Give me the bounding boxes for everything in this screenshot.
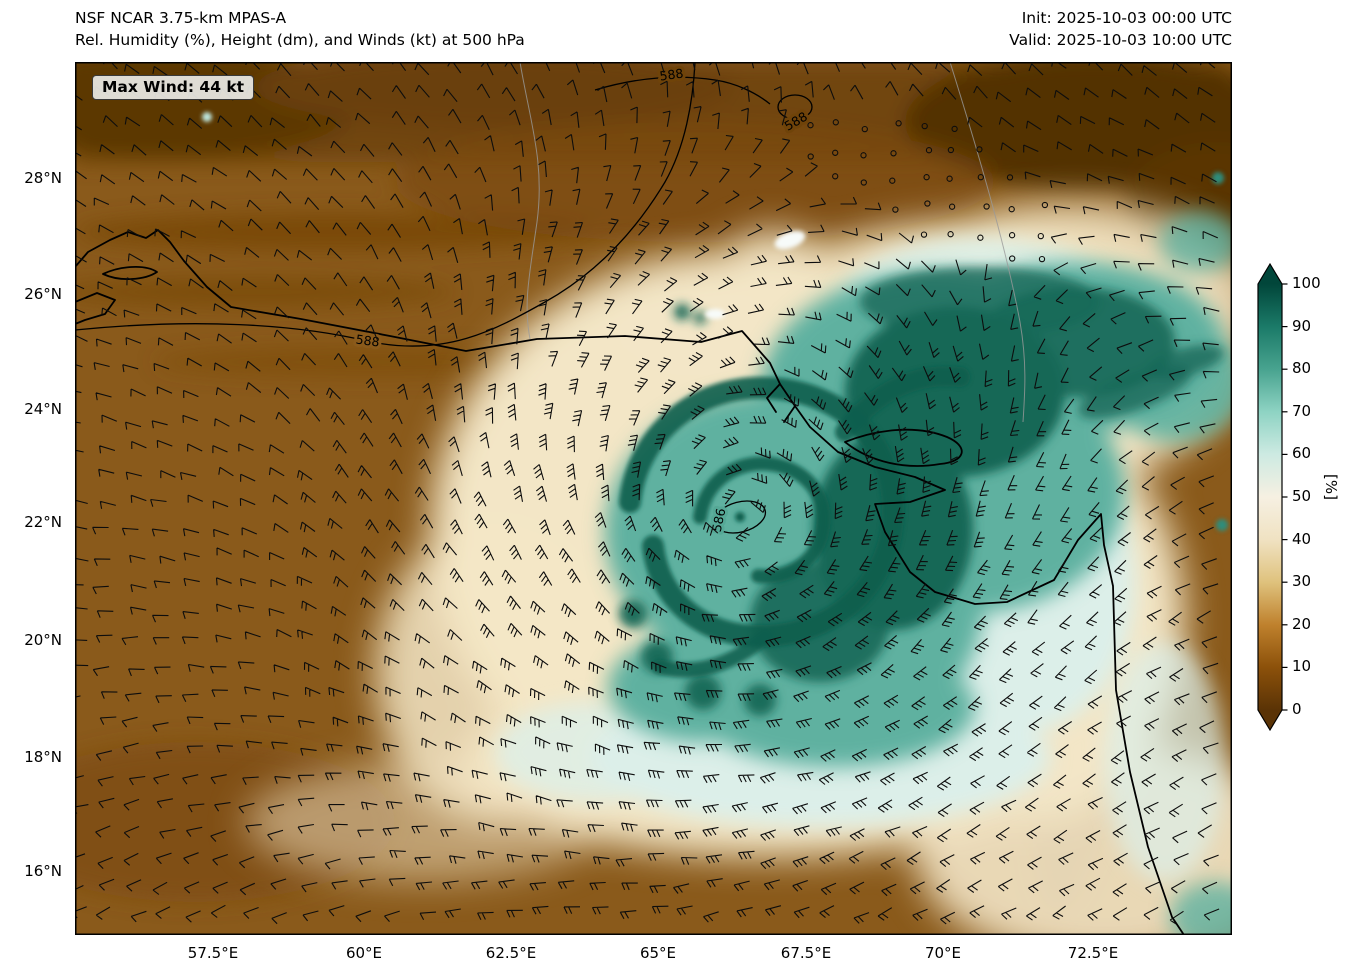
cb-tick-80: 80 [1292,359,1312,377]
y-tick-22n: 22°N [24,513,62,531]
small-moist-puffs [202,112,1228,531]
coastlines [75,229,1185,935]
cb-tick-60: 60 [1292,444,1312,462]
colorbar [1253,262,1293,734]
cb-tick-20: 20 [1292,615,1312,633]
colorbar-ticks [1282,283,1288,711]
x-tick-57-5e: 57.5°E [187,944,239,962]
y-tick-20n: 20°N [24,631,62,649]
title-block: NSF NCAR 3.75-km MPAS-A Rel. Humidity (%… [75,7,525,51]
map-canvas: 588 588 588 586 [75,62,1232,935]
model-title: NSF NCAR 3.75-km MPAS-A [75,9,287,27]
admin-borders [519,62,1026,423]
init-time: Init: 2025-10-03 00:00 UTC [1021,9,1232,27]
colorbar-gradient [1257,262,1288,732]
x-tick-62-5e: 62.5°E [485,944,537,962]
x-tick-60e: 60°E [345,944,383,962]
cb-tick-40: 40 [1292,530,1312,548]
cb-tick-30: 30 [1292,572,1312,590]
map-plot-area: Max Wind: 44 kt [75,62,1232,935]
max-wind-badge: Max Wind: 44 kt [92,75,255,100]
plot-subtitle: Rel. Humidity (%), Height (dm), and Wind… [75,31,525,49]
cb-tick-50: 50 [1292,487,1312,505]
x-tick-70e: 70°E [924,944,962,962]
y-tick-28n: 28°N [24,169,62,187]
valid-time: Valid: 2025-10-03 10:00 UTC [1009,31,1232,49]
colorbar-unit-label: [%] [1321,474,1340,500]
plot-frame [75,62,1232,935]
x-tick-67-5e: 67.5°E [780,944,832,962]
y-tick-18n: 18°N [24,748,62,766]
cb-tick-90: 90 [1292,317,1312,335]
y-tick-26n: 26°N [24,285,62,303]
cb-tick-10: 10 [1292,657,1312,675]
time-block: Init: 2025-10-03 00:00 UTC Valid: 2025-1… [1009,7,1232,51]
x-tick-72-5e: 72.5°E [1067,944,1119,962]
x-tick-65e: 65°E [639,944,677,962]
cb-tick-0: 0 [1292,700,1302,718]
cb-tick-70: 70 [1292,402,1312,420]
cb-tick-100: 100 [1292,274,1321,292]
y-tick-24n: 24°N [24,400,62,418]
y-tick-16n: 16°N [24,862,62,880]
